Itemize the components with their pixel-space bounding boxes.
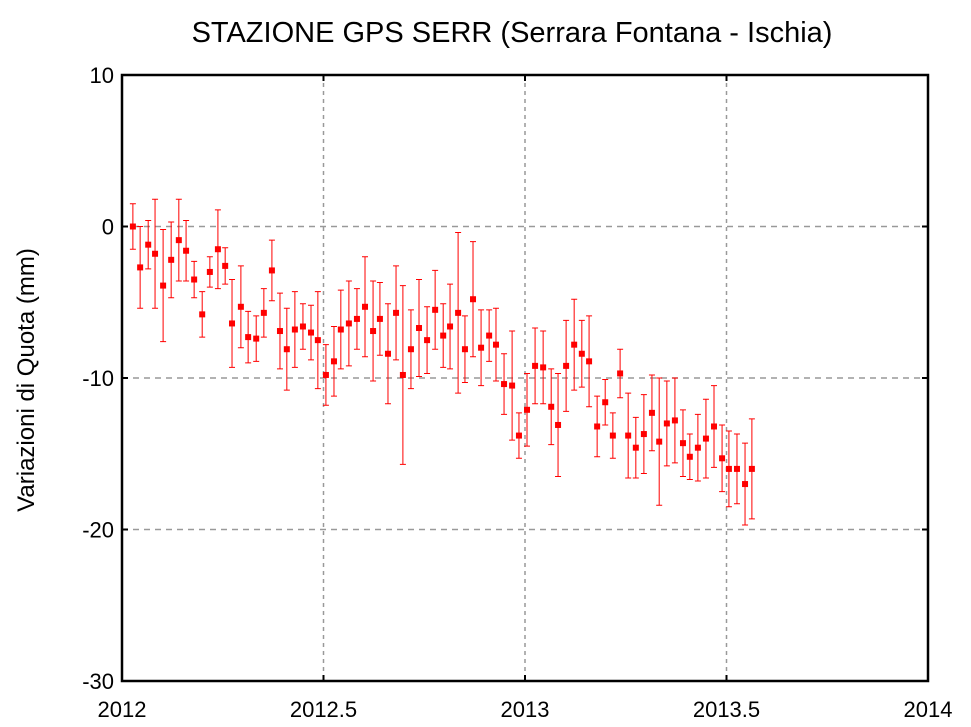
data-point <box>199 311 206 318</box>
data-point <box>540 364 547 371</box>
data-point <box>291 326 298 333</box>
data-point <box>370 328 377 335</box>
data-point <box>686 453 693 460</box>
plot-frame <box>120 73 930 683</box>
y-tick-label: 10 <box>90 63 114 88</box>
data-point <box>229 320 236 327</box>
data-point <box>424 337 431 344</box>
data-point <box>237 303 244 310</box>
data-point <box>470 296 477 303</box>
data-point <box>694 444 701 451</box>
data-point <box>733 465 740 472</box>
data-point <box>455 309 462 316</box>
data-point <box>137 264 144 271</box>
data-point <box>548 403 555 410</box>
data-point <box>222 262 229 269</box>
chart-title: STAZIONE GPS SERR (Serrara Fontana - Isc… <box>192 17 833 49</box>
data-point <box>253 335 260 342</box>
data-point <box>461 346 468 353</box>
data-point <box>563 362 570 369</box>
y-tick-label: -30 <box>82 669 114 694</box>
data-point <box>742 481 749 488</box>
data-point <box>345 320 352 327</box>
y-tick-label: -10 <box>82 366 114 391</box>
y-tick-label: 0 <box>102 215 114 240</box>
data-point <box>711 423 718 430</box>
data-point <box>283 346 290 353</box>
data-point <box>214 246 221 253</box>
data-point <box>725 465 732 472</box>
data-point <box>276 328 283 335</box>
data-point <box>268 267 275 274</box>
y-tick-label: -20 <box>82 518 114 543</box>
data-point <box>492 341 499 348</box>
data-point <box>145 241 152 248</box>
data-point <box>648 409 655 416</box>
data-point <box>362 303 369 310</box>
data-point <box>160 282 167 289</box>
data-point <box>168 256 175 263</box>
data-point <box>384 350 391 357</box>
data-point <box>486 332 493 339</box>
data-point <box>586 358 593 365</box>
data-point <box>152 250 159 257</box>
data-point <box>447 323 454 330</box>
y-axis-label: Variazioni di Quota (mm) <box>13 248 40 512</box>
x-tick-label: 2014 <box>904 697 953 722</box>
data-point <box>308 329 315 336</box>
data-point <box>679 440 686 447</box>
data-point <box>416 325 423 332</box>
data-point <box>609 432 616 439</box>
data-point <box>632 444 639 451</box>
data-point <box>376 315 383 322</box>
data-point <box>578 350 585 357</box>
data-point <box>571 341 578 348</box>
data-point <box>602 399 609 406</box>
data-point <box>748 465 755 472</box>
data-point <box>314 337 321 344</box>
data-point <box>191 276 198 283</box>
data-point <box>509 382 516 389</box>
data-point <box>206 268 213 275</box>
data-point <box>478 344 485 351</box>
x-tick-label: 2013 <box>501 697 550 722</box>
data-point <box>719 455 726 462</box>
data-point <box>393 309 400 316</box>
data-point <box>129 223 136 230</box>
data-point <box>260 309 267 316</box>
data-point <box>594 423 601 430</box>
data-point <box>337 326 344 333</box>
data-point <box>532 362 539 369</box>
data-point <box>671 417 678 424</box>
data-point <box>702 435 709 442</box>
data-point <box>663 420 670 427</box>
data-point <box>640 431 647 438</box>
x-tick-label: 2013.5 <box>693 697 760 722</box>
data-point <box>183 247 190 254</box>
data-point <box>330 358 337 365</box>
data-point <box>175 237 182 244</box>
data-point <box>524 406 531 413</box>
data-point <box>353 315 360 322</box>
x-tick-label: 2012.5 <box>290 697 357 722</box>
data-point <box>515 432 522 439</box>
data-point <box>440 332 447 339</box>
data-point <box>299 323 306 330</box>
data-point <box>555 421 562 428</box>
data-point <box>399 371 406 378</box>
data-point <box>245 334 252 341</box>
data-point <box>322 371 329 378</box>
data-point <box>432 306 439 313</box>
data-point <box>656 438 663 445</box>
data-point <box>407 346 414 353</box>
data-point <box>501 381 508 388</box>
x-tick-label: 2012 <box>98 697 147 722</box>
data-point <box>617 370 624 377</box>
data-point <box>625 432 632 439</box>
